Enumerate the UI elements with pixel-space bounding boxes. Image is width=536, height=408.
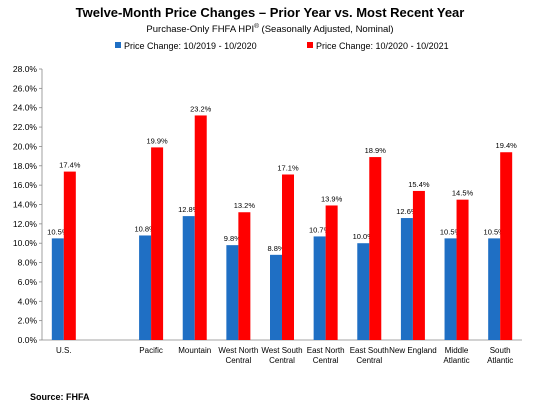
y-tick-label: 0.0% xyxy=(18,335,38,345)
bar-series-1 xyxy=(182,216,195,340)
bar-series-1 xyxy=(313,236,326,340)
y-tick-label: 12.0% xyxy=(13,219,38,229)
bar-series-1 xyxy=(400,218,413,340)
data-label-series-1: 10.7% xyxy=(309,225,331,234)
data-label-series-2: 23.2% xyxy=(190,104,212,113)
chart-subtitle: Purchase-Only FHFA HPI® (Seasonally Adju… xyxy=(146,22,393,35)
bar-series-2 xyxy=(238,212,251,340)
legend: Price Change: 10/2019 - 10/2020 Price Ch… xyxy=(115,41,449,51)
y-tick-label: 10.0% xyxy=(13,238,38,248)
x-category-label: West North xyxy=(218,346,258,355)
y-tick-label: 28.0% xyxy=(13,64,38,74)
bar-series-1 xyxy=(488,238,501,340)
x-category-label: South xyxy=(490,346,511,355)
y-tick-label: 14.0% xyxy=(13,200,38,210)
x-category-label: Central xyxy=(356,356,382,365)
bar-series-2 xyxy=(63,171,76,340)
y-tick-label: 18.0% xyxy=(13,161,38,171)
chart-subtitle-rest: (Seasonally Adjusted, Nominal) xyxy=(259,24,394,35)
y-tick-label: 24.0% xyxy=(13,103,38,113)
legend-label-series-1: Price Change: 10/2019 - 10/2020 xyxy=(124,41,257,51)
data-label-series-2: 17.4% xyxy=(59,161,81,170)
x-category-label: Mountain xyxy=(178,346,211,355)
bar-series-2 xyxy=(194,115,207,340)
data-label-series-2: 14.5% xyxy=(452,189,474,198)
y-tick-label: 8.0% xyxy=(18,258,38,268)
x-category-label: Central xyxy=(313,356,339,365)
y-tick-label: 22.0% xyxy=(13,122,38,132)
legend-swatch-series-1 xyxy=(115,42,121,48)
bar-series-2 xyxy=(500,152,513,340)
bar-series-2 xyxy=(456,199,469,340)
bar-series-1 xyxy=(139,235,152,340)
x-category-label: East South xyxy=(350,346,389,355)
bar-series-2 xyxy=(325,205,338,340)
data-label-series-1: 8.8% xyxy=(267,244,284,253)
data-label-series-1: 10.5% xyxy=(484,227,506,236)
x-category-label: New England xyxy=(389,346,437,355)
data-label-series-1: 12.6% xyxy=(396,207,418,216)
bar-series-1 xyxy=(226,245,239,340)
data-label-series-2: 18.9% xyxy=(365,146,387,155)
x-category-label: West South xyxy=(261,346,302,355)
x-category-label: Pacific xyxy=(139,346,163,355)
x-category-label: Atlantic xyxy=(487,356,513,365)
data-label-series-2: 19.9% xyxy=(146,136,168,145)
chart-subtitle-main: Purchase-Only FHFA HPI xyxy=(146,24,254,35)
x-category-label: East North xyxy=(307,346,345,355)
data-label-series-2: 15.4% xyxy=(408,180,430,189)
x-category-label: Middle xyxy=(445,346,469,355)
data-label-series-2: 17.1% xyxy=(277,163,299,172)
y-tick-label: 26.0% xyxy=(13,83,38,93)
y-tick-label: 16.0% xyxy=(13,180,38,190)
bar-series-2 xyxy=(282,174,294,340)
legend-label-series-2: Price Change: 10/2020 - 10/2021 xyxy=(316,41,449,51)
chart-subtitle-sup: ® xyxy=(254,22,259,30)
plot-area: 0.0% 2.0% 4.0% 6.0% 8.0% 10.0% 12.0% 14.0% 16.0%… xyxy=(13,64,522,365)
y-tick-label: 4.0% xyxy=(18,296,38,306)
bar-series-2 xyxy=(151,147,164,340)
y-tick-label: 20.0% xyxy=(13,141,38,151)
data-label-series-1: 10.8% xyxy=(134,224,156,233)
y-tick-label: 2.0% xyxy=(18,316,38,326)
source-note: Source: FHFA xyxy=(30,392,90,402)
bar-series-2 xyxy=(412,190,425,340)
data-label-series-1: 10.5% xyxy=(47,227,69,236)
bar-series-2 xyxy=(369,157,382,340)
legend-swatch-series-2 xyxy=(307,42,313,48)
bar-series-1 xyxy=(444,238,457,340)
data-label-series-2: 13.9% xyxy=(321,194,343,203)
bar-series-1 xyxy=(51,238,64,340)
x-category-label: Atlantic xyxy=(443,356,469,365)
bar-series-1 xyxy=(357,243,370,340)
data-label-series-2: 13.2% xyxy=(234,201,256,210)
x-category-label: Central xyxy=(225,356,251,365)
chart-title: Twelve-Month Price Changes – Prior Year … xyxy=(76,5,465,20)
bar-series-1 xyxy=(270,254,282,340)
y-tick-label: 6.0% xyxy=(18,277,38,287)
data-label-series-1: 12.8% xyxy=(178,205,200,214)
x-category-label: Central xyxy=(269,356,295,365)
data-label-series-1: 9.8% xyxy=(224,234,241,243)
data-label-series-2: 19.4% xyxy=(496,141,518,150)
x-category-label: U.S. xyxy=(56,346,72,355)
data-label-series-1: 10.0% xyxy=(353,232,375,241)
data-label-series-1: 10.5% xyxy=(440,227,462,236)
